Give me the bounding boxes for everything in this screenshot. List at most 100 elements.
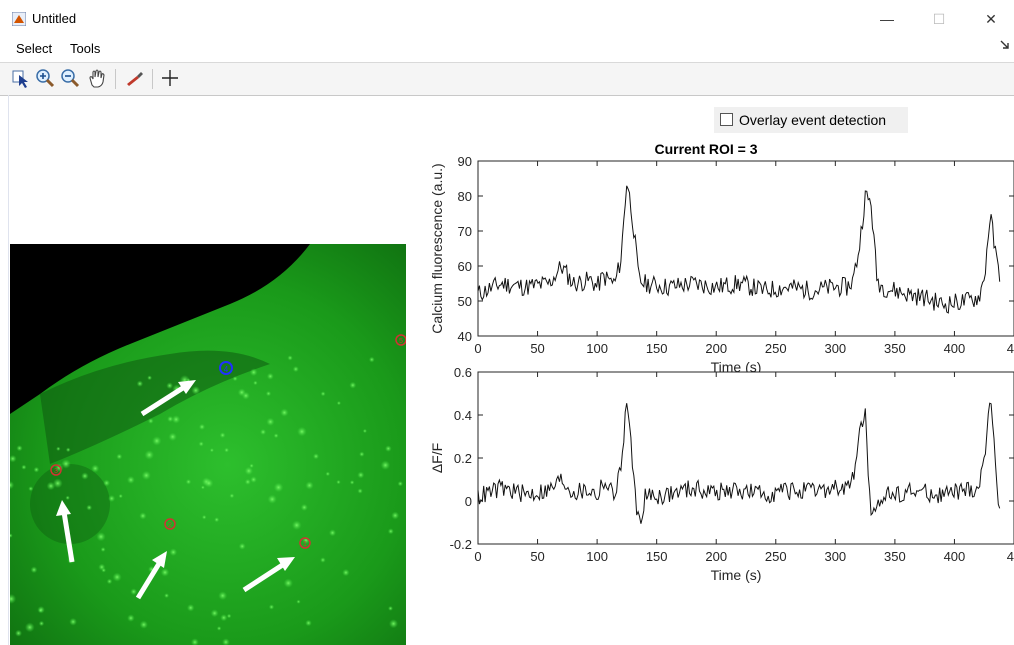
cell-spot xyxy=(349,480,355,485)
cell-spot xyxy=(292,366,299,373)
cell-spot xyxy=(266,417,275,426)
cell-spot xyxy=(210,609,219,618)
toolbar-separator xyxy=(152,69,153,89)
x-tick-label: 300 xyxy=(824,549,846,564)
dock-arrow-icon[interactable] xyxy=(1000,40,1010,50)
menu-bar: Select Tools xyxy=(0,36,1014,62)
cell-spot xyxy=(297,426,307,437)
fluorescence-image[interactable]: 4 3 2 1 5 xyxy=(10,244,406,645)
cell-spot xyxy=(190,638,199,645)
cell-spot xyxy=(38,620,45,627)
cell-spot xyxy=(238,542,246,550)
cell-spot xyxy=(127,614,135,622)
dff-trace-line xyxy=(477,402,1001,524)
cell-spot xyxy=(164,593,170,599)
cell-spot xyxy=(268,604,275,610)
menu-tools[interactable]: Tools xyxy=(70,41,101,56)
cell-spot xyxy=(249,368,258,377)
menu-select[interactable]: Select xyxy=(16,41,53,56)
cell-spot xyxy=(287,355,293,361)
cell-spot xyxy=(229,493,235,499)
y-tick-label: 0.6 xyxy=(454,365,472,380)
x-tick-label: 150 xyxy=(646,341,668,356)
dff-trace-axes[interactable] xyxy=(477,371,1014,545)
x-tick-label: 150 xyxy=(646,549,668,564)
cell-spot xyxy=(224,447,230,453)
data-cursor-icon[interactable] xyxy=(159,67,181,89)
cell-spot xyxy=(291,520,302,531)
cell-spot xyxy=(214,517,220,523)
overlay-event-detection-control[interactable]: Overlay event detection xyxy=(714,107,908,133)
cell-spot xyxy=(126,475,135,484)
calcium-trace-axes[interactable] xyxy=(477,160,1014,337)
cell-spot xyxy=(108,494,116,503)
svg-text:4: 4 xyxy=(224,365,229,374)
cell-spot xyxy=(397,481,403,487)
x-tick-label: 400 xyxy=(944,341,966,356)
cell-spot xyxy=(273,433,279,439)
cell-spot xyxy=(226,613,232,619)
cell-spot xyxy=(244,478,251,485)
overlay-event-detection-checkbox[interactable] xyxy=(720,113,733,126)
cell-spot xyxy=(336,479,341,485)
cell-spot xyxy=(16,445,23,452)
y-tick-label: -0.2 xyxy=(450,537,472,552)
x-tick-label: 250 xyxy=(765,549,787,564)
close-button[interactable]: ✕ xyxy=(985,11,997,27)
cell-spot xyxy=(368,356,375,363)
zoom-out-icon[interactable] xyxy=(59,67,81,89)
cell-spot xyxy=(388,619,399,629)
cell-spot xyxy=(312,453,320,460)
edit-plot-icon[interactable] xyxy=(9,67,31,89)
cell-spot xyxy=(10,593,17,604)
y-axis-label: Calcium fluorescence (a.u.) xyxy=(429,163,445,333)
toolbar xyxy=(0,62,1014,96)
x-tick-label: 350 xyxy=(884,341,906,356)
cell-spot xyxy=(260,428,267,436)
cell-spot xyxy=(200,485,205,490)
pan-hand-icon[interactable] xyxy=(86,67,108,89)
cell-spot xyxy=(96,532,106,542)
roi-1-marker[interactable]: 1 xyxy=(299,537,311,549)
cell-spot xyxy=(69,617,77,626)
cell-spot xyxy=(357,488,363,494)
brush-icon[interactable] xyxy=(123,67,145,89)
cell-spot xyxy=(300,503,308,511)
cell-spot xyxy=(33,466,40,473)
x-tick-label: 50 xyxy=(530,549,544,564)
cell-spot xyxy=(216,626,222,631)
cell-spot xyxy=(10,480,15,490)
roi-traces-figure[interactable]: 0 50 100 150 200 250 300 350 400 45 40 50 60 70 80 90 Cu… xyxy=(420,137,1014,597)
arrow-to-roi-1 xyxy=(242,557,295,593)
y-tick-label: 90 xyxy=(458,154,472,169)
cell-spot xyxy=(21,464,27,470)
roi-2-marker[interactable]: 2 xyxy=(164,518,176,530)
cell-spot xyxy=(186,604,195,612)
x-tick-label: 100 xyxy=(586,341,608,356)
cell-spot xyxy=(253,380,258,386)
cell-spot xyxy=(267,494,277,504)
cell-spot xyxy=(342,568,350,577)
cell-spot xyxy=(359,451,365,457)
cell-spot xyxy=(204,478,214,488)
cell-spot xyxy=(305,619,312,627)
cell-spot xyxy=(249,463,254,469)
window-title: Untitled xyxy=(32,11,77,26)
cell-spot xyxy=(167,415,174,423)
roi-3-marker[interactable]: 3 xyxy=(50,464,62,476)
maximize-button[interactable]: ☐ xyxy=(932,11,946,27)
cell-spot xyxy=(139,512,147,520)
arrow-to-roi-3 xyxy=(56,500,75,563)
cell-spot xyxy=(81,472,89,480)
roi-4-marker[interactable]: 4 xyxy=(219,361,233,375)
cell-spot xyxy=(280,408,289,417)
y-tick-label: 70 xyxy=(458,224,472,239)
arrow-to-roi-4 xyxy=(140,380,196,417)
zoom-in-icon[interactable] xyxy=(34,67,56,89)
svg-text:5: 5 xyxy=(399,338,403,345)
roi-5-marker[interactable]: 5 xyxy=(395,334,406,346)
cell-spot xyxy=(320,557,326,563)
cell-spot xyxy=(168,432,177,442)
x-tick-label: 45 xyxy=(1007,341,1014,356)
minimize-button[interactable]: — xyxy=(880,11,894,27)
